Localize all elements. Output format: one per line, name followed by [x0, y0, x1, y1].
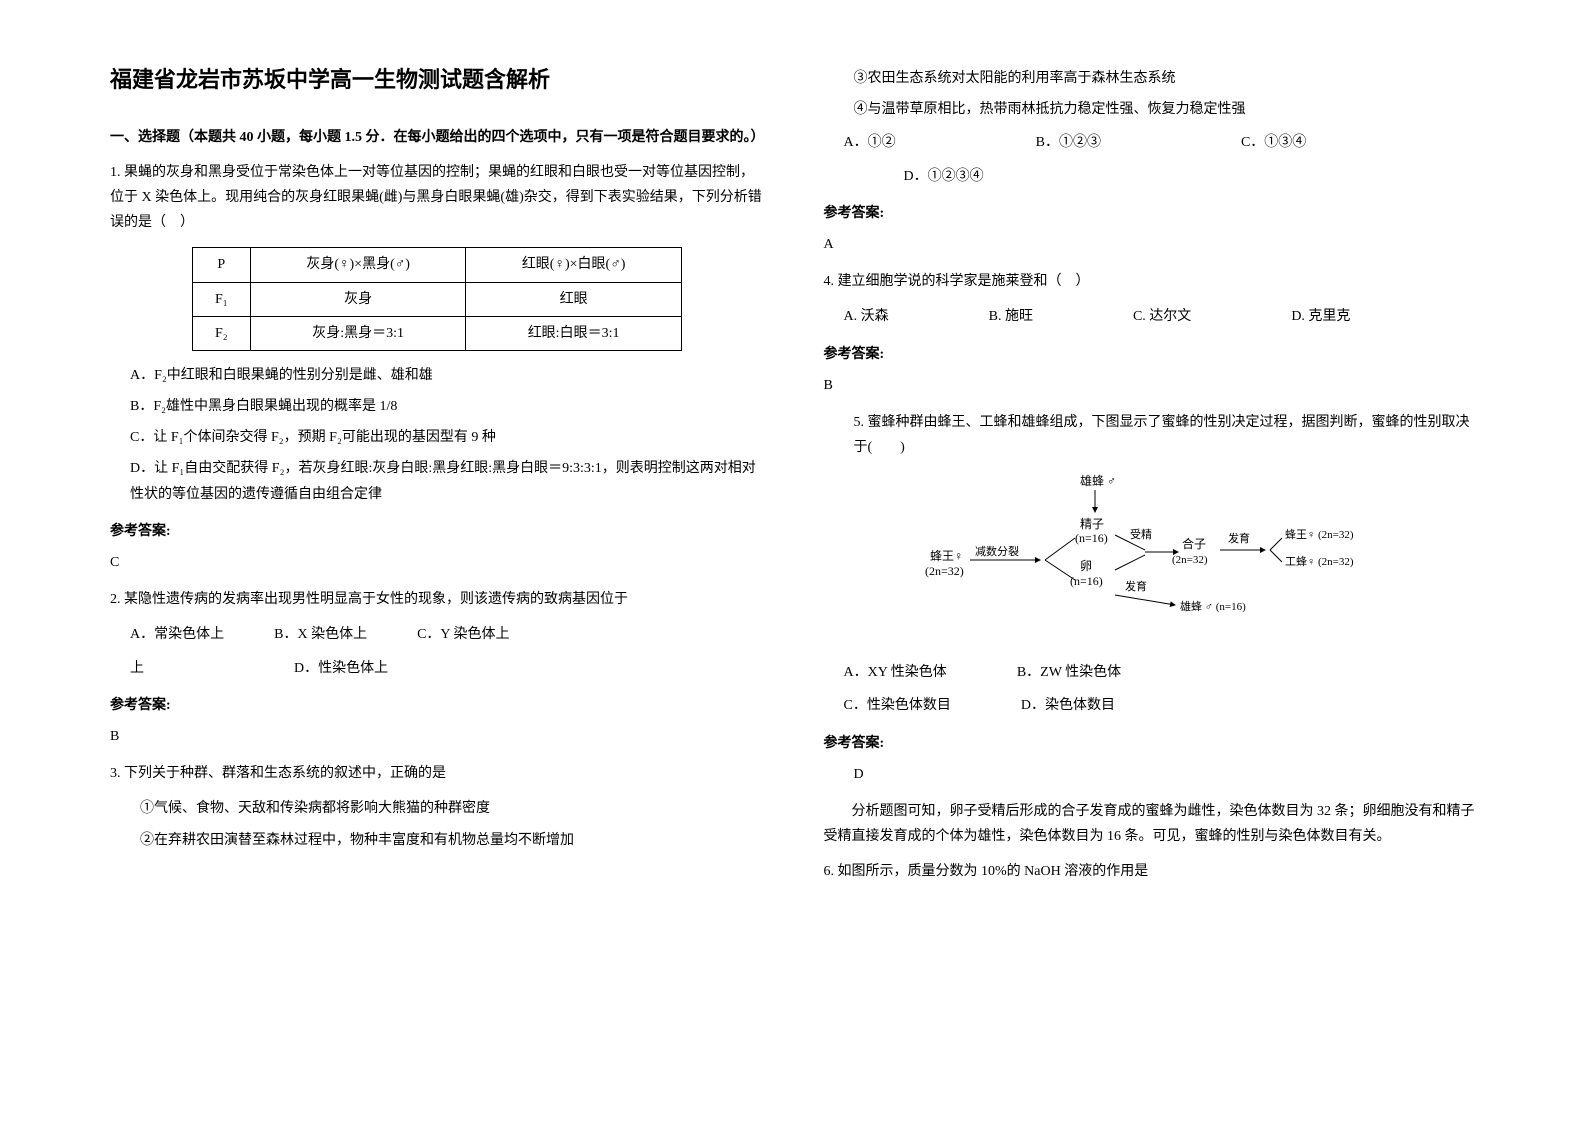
q2-optB: B．X 染色体上 [274, 622, 367, 647]
q1-r1c1: P [192, 248, 250, 282]
q2-optC-cont: 上 [130, 656, 144, 681]
q3-ans: A [824, 232, 1478, 257]
q2-optD: D．性染色体上 [294, 656, 388, 681]
q5-optC: C．性染色体数目 [844, 693, 951, 718]
q5-optA: A．XY 性染色体 [844, 660, 947, 685]
q2-text: 2. 某隐性遗传病的发病率出现男性明显高于女性的现象，则该遗传病的致病基因位于 [110, 587, 764, 612]
q5-ans: D [854, 762, 1478, 787]
dia-sperm: 精子 [1080, 517, 1104, 531]
q2-optC: C．Y 染色体上 [417, 622, 509, 647]
page-title: 福建省龙岩市苏坂中学高一生物测试题含解析 [110, 60, 764, 100]
q1-r2c1: F₁ [192, 282, 250, 316]
q1-r1c2: 灰身(♀)×黑身(♂) [250, 248, 465, 282]
q1-r1c3: 红眼(♀)×白眼(♂) [466, 248, 681, 282]
q3-text: 3. 下列关于种群、群落和生态系统的叙述中，正确的是 [110, 761, 764, 786]
q5-explain: 分析题图可知，卵子受精后形成的合子发育成的蜜蜂为雌性，染色体数目为 32 条；卵… [824, 799, 1478, 849]
q4-optB: B. 施旺 [989, 304, 1033, 329]
q5-options-2: C．性染色体数目 D．染色体数目 [844, 693, 1478, 718]
dia-queen-right: 蜂王♀ (2n=32) [1285, 527, 1354, 541]
q6-text: 6. 如图所示，质量分数为 10%的 NaOH 溶液的作用是 [824, 859, 1478, 884]
q3-s4: ④与温带草原相比，热带雨林抵抗力稳定性强、恢复力稳定性强 [854, 97, 1478, 122]
q1-table: P 灰身(♀)×黑身(♂) 红眼(♀)×白眼(♂) F₁ 灰身 红眼 F₂ 灰身… [192, 247, 682, 351]
q3-s3: ③农田生态系统对太阳能的利用率高于森林生态系统 [854, 66, 1478, 91]
q3-optB: B．①②③ [1036, 130, 1101, 155]
dia-egg: 卵 [1080, 559, 1092, 573]
q1-optD: D．让 F₁自由交配获得 F₂，若灰身红眼:灰身白眼:黑身红眼:黑身白眼＝9:3… [130, 456, 764, 506]
q3-options: A．①② B．①②③ C．①③④ [844, 130, 1478, 155]
q5-optB: B．ZW 性染色体 [1017, 660, 1121, 685]
q4-ans: B [824, 373, 1478, 398]
dia-dev1: 发育 [1228, 531, 1250, 545]
q3-optA: A．①② [844, 130, 896, 155]
section-heading: 一、选择题（本题共 40 小题，每小题 1.5 分．在每小题给出的四个选项中，只… [110, 125, 764, 150]
bee-diagram: 雄蜂 ♂ 精子 (n=16) 蜂王♀ (2n=32) 减数分裂 卵 (n=16)… [920, 470, 1380, 650]
dia-male-result: 雄蜂 ♂ (n=16) [1180, 599, 1246, 613]
dia-zygote-2n: (2n=32) [1172, 554, 1208, 566]
dia-sperm-n: (n=16) [1075, 531, 1108, 545]
dia-meiosis: 减数分裂 [975, 545, 1019, 558]
q1-options: A．F₂中红眼和白眼果蝇的性别分别是雌、雄和雄 B．F₂雄性中黑身白眼果蝇出现的… [130, 363, 764, 507]
q2-options: A．常染色体上 B．X 染色体上 C．Y 染色体上 [130, 622, 764, 647]
q1-r3c3: 红眼:白眼＝3:1 [466, 316, 681, 350]
q4-optD: D. 克里克 [1291, 304, 1350, 329]
q1-r2c2: 灰身 [250, 282, 465, 316]
q4-text: 4. 建立细胞学说的科学家是施莱登和（ ） [824, 269, 1478, 294]
q3-ans-label: 参考答案: [824, 201, 1478, 226]
q4-optA: A. 沃森 [844, 304, 889, 329]
dia-fert: 受精 [1130, 528, 1152, 541]
dia-male-bee: 雄蜂 ♂ [1080, 473, 1116, 488]
q1-r2c3: 红眼 [466, 282, 681, 316]
q3-options-2: D．①②③④ [904, 164, 1478, 189]
q3-optC: C．①③④ [1241, 130, 1306, 155]
q3-s2: ②在弃耕农田演替至森林过程中，物种丰富度和有机物总量均不断增加 [140, 828, 764, 853]
q5-ans-label: 参考答案: [824, 731, 1478, 756]
q5-optD: D．染色体数目 [1021, 693, 1115, 718]
dia-worker: 工蜂♀ (2n=32) [1285, 554, 1354, 568]
dia-queen-left: 蜂王♀ [930, 549, 963, 563]
q1-ans: C [110, 550, 764, 575]
left-column: 福建省龙岩市苏坂中学高一生物测试题含解析 一、选择题（本题共 40 小题，每小题… [80, 60, 794, 1062]
q1-r3c1: F₂ [192, 316, 250, 350]
dia-zygote: 合子 [1182, 536, 1206, 551]
dia-egg-n: (n=16) [1070, 574, 1103, 588]
right-column: ③农田生态系统对太阳能的利用率高于森林生态系统 ④与温带草原相比，热带雨林抵抗力… [794, 60, 1508, 1062]
q2-optA: A．常染色体上 [130, 622, 224, 647]
q4-options: A. 沃森 B. 施旺 C. 达尔文 D. 克里克 [844, 304, 1478, 329]
q4-ans-label: 参考答案: [824, 342, 1478, 367]
q1-r3c2: 灰身:黑身＝3:1 [250, 316, 465, 350]
q3-s1: ①气候、食物、天敌和传染病都将影响大熊猫的种群密度 [140, 796, 764, 821]
q5-options-1: A．XY 性染色体 B．ZW 性染色体 [844, 660, 1478, 685]
q2-ans: B [110, 724, 764, 749]
q4-optC: C. 达尔文 [1133, 304, 1191, 329]
q1-text: 1. 果蝇的灰身和黑身受位于常染色体上一对等位基因的控制；果蝇的红眼和白眼也受一… [110, 160, 764, 236]
q2-ans-label: 参考答案: [110, 693, 764, 718]
q5-text: 5. 蜜蜂种群由蜂王、工蜂和雄蜂组成，下图显示了蜜蜂的性别决定过程，据图判断，蜜… [854, 410, 1478, 460]
q2-options-2: 上 D．性染色体上 [130, 656, 764, 681]
dia-dev2: 发育 [1125, 579, 1147, 593]
q1-optC: C．让 F₁个体间杂交得 F₂，预期 F₂可能出现的基因型有 9 种 [130, 425, 764, 450]
q1-optA: A．F₂中红眼和白眼果蝇的性别分别是雌、雄和雄 [130, 363, 764, 388]
q1-optB: B．F₂雄性中黑身白眼果蝇出现的概率是 1/8 [130, 394, 764, 419]
q3-optD: D．①②③④ [904, 164, 984, 189]
dia-queen-left-2n: (2n=32) [925, 564, 964, 578]
q1-ans-label: 参考答案: [110, 519, 764, 544]
